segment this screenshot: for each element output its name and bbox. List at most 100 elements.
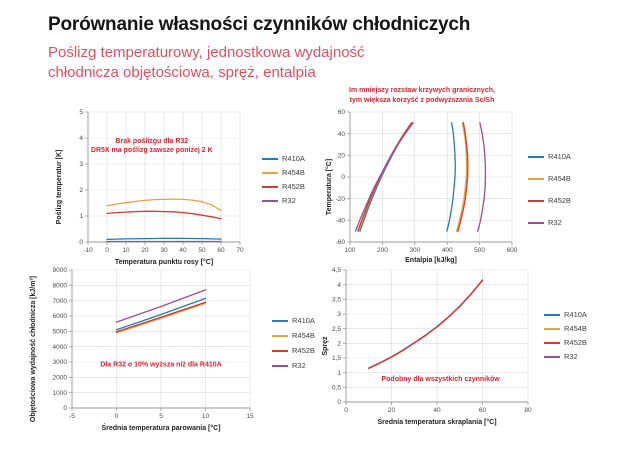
chart-saturation-curves: Im mniejszy rozstaw krzywych granicznych…	[322, 86, 571, 266]
legend-swatch-icon	[262, 171, 278, 174]
series-line-r32	[368, 279, 484, 369]
legend-label: R410A	[282, 154, 305, 163]
legend-label: R452B	[564, 338, 587, 347]
legend-label: R32	[548, 218, 562, 228]
legend-swatch-icon	[528, 221, 544, 224]
legend-swatch-icon	[528, 177, 544, 180]
y-tick-label: 60	[338, 109, 346, 116]
legend-label: R410A	[564, 310, 587, 319]
x-tick-label: 80	[524, 407, 532, 414]
y-tick-label: 0,5	[332, 385, 341, 392]
series-line-r454b	[106, 198, 222, 212]
y-tick-label: 8000	[53, 283, 68, 290]
legend-item-r452b: R452B	[262, 182, 305, 191]
series-line-r410a	[115, 297, 207, 331]
y-tick-label: 3	[79, 161, 83, 168]
x-axis-title: Średnia temperatura parowania [°C]	[101, 423, 220, 432]
series-line-r452b	[106, 210, 222, 220]
x-axis-title: Entalpia [kJ/kg]	[405, 257, 457, 264]
legend-item-r454b: R454B	[528, 174, 571, 183]
legend-item-r410a: R410A	[544, 310, 587, 319]
y-axis-title: Spręż	[322, 336, 329, 356]
legend-swatch-icon	[544, 327, 560, 330]
subtitle-line-2: chłodnicza objętościowa, spręż, entalpia	[48, 63, 316, 81]
y-axis-title: Temperatura [°C]	[325, 159, 333, 215]
x-tick-label: 200	[377, 247, 388, 254]
chart-annotation-line: Brak poślizgu dla R32	[115, 138, 188, 145]
legend-item-r454b: R454B	[544, 324, 587, 333]
series-line-r454b	[368, 279, 484, 369]
y-tick-label: 0	[341, 174, 345, 181]
x-tick-label: 0	[105, 247, 109, 254]
y-tick-label: 0	[79, 239, 83, 246]
legend-item-r452b: R452B	[272, 346, 315, 355]
page-subtitle: Poślizg temperaturowy, jednostkowa wydaj…	[48, 43, 470, 83]
legend-label: R410A	[548, 152, 571, 162]
x-tick-label: 0	[344, 407, 348, 414]
legend-item-r452b: R452B	[544, 338, 587, 347]
legend-item-r410a: R410A	[262, 154, 305, 163]
y-tick-label: 4000	[53, 344, 68, 351]
legend-swatch-icon	[272, 349, 288, 352]
x-tick-label: -10	[83, 247, 93, 254]
legend-swatch-icon	[262, 185, 278, 188]
legend-label: R452B	[282, 182, 305, 191]
y-tick-label: 3000	[53, 359, 68, 366]
chart-volumetric-capacity: -5 0 5 10 15 0 1000 2000 3000 4000 5000 6000 7000 800…	[26, 264, 315, 434]
legend-label: R410A	[292, 316, 315, 325]
legend-swatch-icon	[528, 155, 544, 158]
series-line-r32	[115, 289, 207, 323]
y-tick-label: 4,5	[332, 267, 341, 274]
series-line-r454b	[455, 122, 468, 233]
legend-swatch-icon	[272, 334, 288, 337]
header: Porównanie własności czynników chłodnicz…	[48, 14, 470, 83]
subtitle-line-1: Poślizg temperaturowy, jednostkowa wydaj…	[48, 44, 365, 61]
pressure-ratio-legend: R410A R454B R452B R32	[544, 310, 587, 361]
legend-item-r454b: R454B	[272, 331, 315, 340]
legend-item-r410a: R410A	[528, 152, 571, 161]
legend-item-r32: R32	[272, 361, 315, 370]
series-line-r454b	[115, 302, 207, 334]
x-tick-label: 60	[217, 247, 225, 254]
legend-label: R32	[564, 352, 578, 361]
legend-label: R452B	[548, 196, 571, 206]
legend-swatch-icon	[528, 199, 544, 202]
x-tick-label: 40	[179, 247, 187, 254]
legend-swatch-icon	[262, 157, 278, 160]
series-line-r452b	[115, 301, 207, 333]
legend-label: R454B	[548, 174, 571, 184]
volumetric-capacity-legend: R410A R454B R452B R32	[272, 316, 315, 370]
y-tick-label: -20	[336, 196, 346, 203]
legend-item-r410a: R410A	[272, 316, 315, 325]
series-line-r410a	[446, 122, 456, 233]
legend-swatch-icon	[272, 364, 288, 367]
x-tick-label: 10	[122, 247, 130, 254]
y-tick-label: 1000	[53, 390, 68, 397]
chart-temperature-glide: -10 0 10 20 30 40 50 60 70 0 1 2 3 4 5 Temperatura punk…	[52, 106, 305, 268]
y-tick-label: 2,5	[332, 326, 341, 333]
x-tick-label: 100	[345, 247, 356, 254]
legend-label: R452B	[292, 346, 315, 355]
x-tick-label: 30	[160, 247, 168, 254]
legend-label: R32	[282, 196, 296, 205]
y-tick-label: 4	[79, 135, 83, 142]
saturation-curves-legend: R410A R454B R452B R32	[528, 152, 571, 227]
y-tick-label: 6000	[53, 313, 68, 320]
legend-swatch-icon	[544, 355, 560, 358]
y-tick-label: 4	[337, 282, 341, 289]
x-tick-label: 70	[236, 247, 244, 254]
y-tick-label: 5000	[53, 329, 68, 336]
x-tick-label: 300	[409, 247, 420, 254]
x-tick-label: 60	[479, 407, 487, 414]
y-tick-label: 0	[63, 405, 67, 412]
y-tick-label: -40	[336, 218, 346, 225]
page-title: Porównanie własności czynników chłodnicz…	[48, 14, 471, 35]
legend-swatch-icon	[262, 199, 278, 202]
y-axis-title: Poślizg temperatur [K]	[56, 150, 63, 225]
y-tick-label: 1,5	[332, 355, 341, 362]
x-tick-label: 40	[433, 407, 441, 414]
y-tick-label: 20	[338, 153, 346, 160]
series-line-r452b	[457, 122, 469, 233]
y-tick-label: 1	[79, 213, 83, 220]
